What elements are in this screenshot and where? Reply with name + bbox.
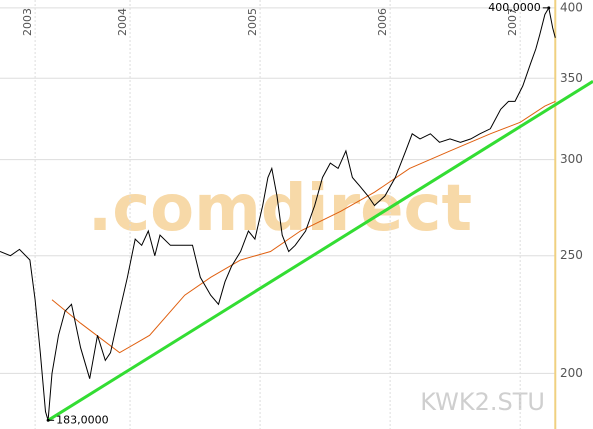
x-tick-label: 2007 <box>506 8 519 36</box>
x-tick-label: 2004 <box>116 8 129 36</box>
x-tick-label: 2003 <box>21 8 34 36</box>
x-tick-label: 2006 <box>376 8 389 36</box>
watermark: .comdirect <box>88 172 472 246</box>
y-tick-label: 400 <box>560 0 583 14</box>
series-line <box>51 100 556 354</box>
series-line <box>0 6 556 421</box>
symbol-label: KWK2.STU <box>420 388 545 416</box>
annotation-label: 400,0000 <box>488 1 541 14</box>
y-tick-label: 300 <box>560 152 583 166</box>
annotation-label: 183,0000 <box>56 413 109 426</box>
y-tick-label: 250 <box>560 248 583 262</box>
y-tick-label: 350 <box>560 71 583 85</box>
series-line <box>47 80 593 422</box>
x-tick-label: 2005 <box>246 8 259 36</box>
y-tick-label: 200 <box>560 366 583 380</box>
